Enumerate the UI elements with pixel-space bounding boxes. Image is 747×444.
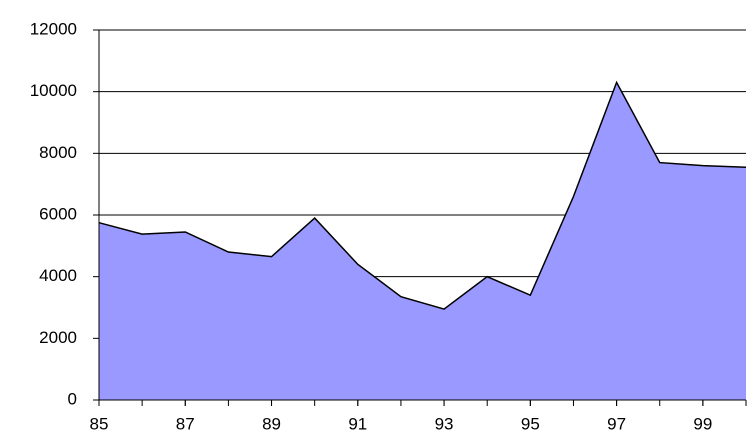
x-tick-label: 85 [90,414,109,433]
area [99,82,746,401]
x-tick-label: 97 [607,414,626,433]
y-tick-label: 2000 [39,328,77,347]
y-tick-label: 12000 [30,19,77,38]
area-line [98,80,747,310]
y-tick-label: 4000 [39,266,77,285]
x-tick-label: 89 [262,414,281,433]
x-tick-label: 91 [348,414,367,433]
x-tick-label: 87 [176,414,195,433]
x-tick-label: 95 [521,414,540,433]
y-tick-label: 10000 [30,81,77,100]
y-tick-label: 0 [68,389,77,408]
y-tick-label: 6000 [39,204,77,223]
x-tick-label: 93 [435,414,454,433]
y-tick-label: 8000 [39,143,77,162]
x-tick-label: 99 [693,414,712,433]
